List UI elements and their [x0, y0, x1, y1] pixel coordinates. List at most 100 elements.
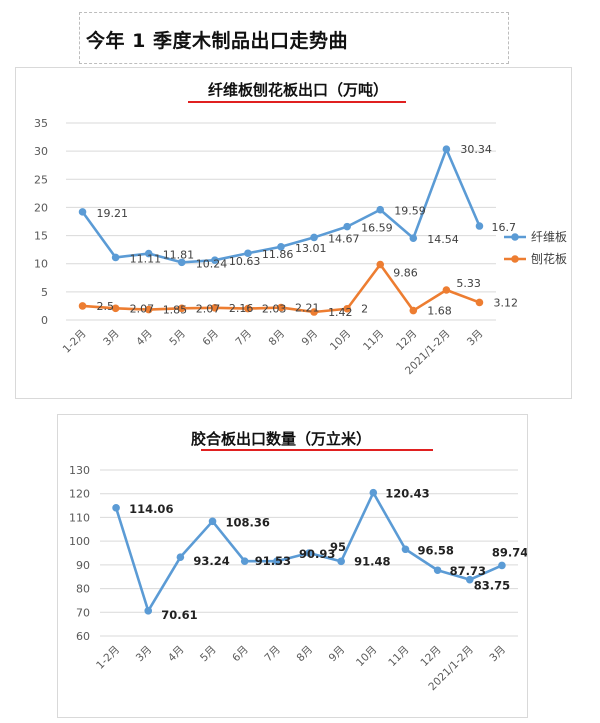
data-label: 1.42	[328, 306, 353, 319]
data-label: 2.07	[130, 302, 155, 315]
data-point	[343, 304, 351, 313]
data-point	[78, 302, 87, 310]
x-tick-label: 1-2月	[61, 328, 89, 356]
legend-marker	[511, 255, 519, 263]
legend-label: 纤维板	[531, 230, 567, 244]
data-point	[369, 488, 378, 497]
data-point	[442, 145, 451, 154]
data-label: 10.63	[229, 255, 261, 268]
data-label: 14.54	[427, 233, 459, 246]
data-point	[376, 205, 385, 214]
y-tick-label: 80	[76, 583, 90, 596]
data-label: 11.11	[130, 252, 162, 265]
data-point	[111, 253, 120, 262]
data-label: 114.06	[129, 502, 173, 516]
y-tick-label: 5	[41, 286, 48, 299]
y-tick-label: 100	[69, 535, 90, 548]
data-label: 5.33	[456, 277, 481, 290]
data-label: 93.24	[193, 554, 229, 568]
data-label: 120.43	[385, 487, 429, 501]
data-point	[273, 557, 281, 566]
data-label: 10.24	[196, 257, 228, 270]
y-tick-label: 30	[34, 145, 48, 158]
data-label: 11.81	[163, 249, 195, 262]
y-tick-label: 25	[34, 173, 48, 186]
x-tick-label: 1-2月	[94, 644, 122, 672]
data-point	[310, 308, 318, 316]
x-tick-label: 5月	[198, 644, 219, 665]
x-tick-label: 9月	[327, 644, 348, 665]
data-point	[475, 222, 484, 230]
data-label: 90.93	[299, 547, 335, 561]
data-label: 96.58	[417, 543, 453, 557]
data-point	[244, 249, 252, 258]
y-tick-label: 10	[34, 258, 48, 271]
data-point	[211, 256, 219, 264]
data-label: 2	[361, 303, 368, 316]
data-label: 91.48	[354, 554, 390, 568]
legend-label: 刨花板	[531, 251, 567, 266]
data-point	[475, 298, 484, 307]
data-label: 11.86	[262, 248, 294, 261]
data-label: 2.16	[229, 302, 254, 315]
x-tick-label: 6月	[200, 328, 221, 349]
data-label: 108.36	[226, 515, 270, 529]
x-tick-label: 12月	[418, 644, 443, 669]
data-label: 13.01	[295, 242, 327, 255]
data-label: 16.7	[491, 221, 516, 234]
data-label: 2.21	[295, 302, 320, 315]
data-point	[208, 517, 217, 526]
data-label: 70.61	[161, 608, 197, 622]
x-tick-label: 6月	[230, 644, 251, 665]
data-label: 2.5	[97, 300, 115, 313]
data-point	[211, 304, 219, 312]
data-point	[498, 561, 506, 570]
data-point	[176, 553, 185, 561]
data-point	[144, 305, 153, 314]
data-point	[144, 607, 153, 615]
data-label: 14.67	[328, 232, 360, 245]
y-tick-label: 35	[34, 117, 48, 130]
data-point	[465, 575, 474, 584]
chart-title: 纤维板刨花板出口（万吨）	[208, 81, 388, 99]
data-label: 16.59	[361, 222, 393, 235]
x-tick-label: 7月	[262, 644, 283, 665]
data-point	[112, 504, 120, 512]
data-point	[177, 304, 186, 313]
data-point	[376, 260, 385, 269]
x-tick-label: 8月	[294, 644, 315, 665]
chart-fiberboard: 纤维板刨花板出口（万吨） 0 5 10 15 20 25 30 35 1-2月 3月 4月 5月 6月 7月…	[34, 81, 567, 377]
x-tick-label: 3月	[465, 328, 486, 349]
data-label: 2.07	[196, 302, 221, 315]
x-tick-label: 4月	[134, 328, 155, 349]
data-label: 95	[330, 540, 346, 554]
x-tick-label: 3月	[487, 644, 508, 665]
data-point	[409, 306, 418, 315]
page-title: 今年 1 季度木制品出口走势曲	[86, 30, 348, 52]
header-box: 今年 1 季度木制品出口走势曲	[79, 12, 509, 64]
data-label: 3.12	[493, 296, 518, 309]
data-label: 19.59	[394, 205, 426, 218]
data-label: 1.68	[427, 305, 452, 318]
data-point	[111, 304, 120, 313]
data-label: 2.03	[262, 303, 287, 316]
data-label: 87.73	[450, 564, 486, 578]
y-tick-label: 15	[34, 230, 48, 243]
chart-plywood-panel: 胶合板出口数量（万立米） 60 70 80 90 100 110 120 130 1-2月 3月 4月…	[57, 414, 528, 718]
data-label: 30.34	[460, 143, 492, 156]
data-label: 83.75	[474, 579, 510, 593]
x-tick-label: 10月	[328, 328, 353, 353]
data-point	[310, 233, 318, 242]
chart-plywood: 胶合板出口数量（万立米） 60 70 80 90 100 110 120 130 1-2月 3月 4月…	[69, 430, 528, 693]
data-point	[177, 258, 186, 267]
x-tick-label: 8月	[266, 328, 287, 349]
data-point	[240, 557, 249, 566]
data-point	[244, 304, 252, 313]
data-label: 1.85	[163, 304, 188, 317]
y-tick-label: 110	[69, 511, 90, 524]
y-tick-label: 60	[76, 630, 90, 643]
x-tick-label: 3月	[101, 328, 122, 349]
y-tick-label: 0	[41, 314, 48, 327]
y-tick-label: 90	[76, 559, 90, 572]
data-point	[401, 545, 410, 554]
